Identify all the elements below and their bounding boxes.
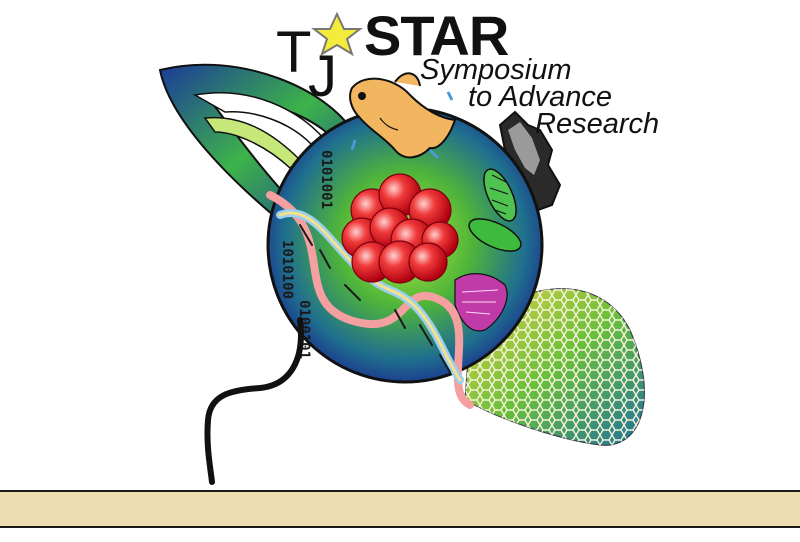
logo-letter-j: J bbox=[308, 44, 337, 109]
tagline-line-2: to Advance bbox=[468, 81, 613, 113]
bottom-bar bbox=[0, 490, 800, 528]
golgi-icon bbox=[454, 273, 508, 332]
fish-icon bbox=[349, 72, 457, 160]
atom-nucleus-icon bbox=[341, 173, 459, 284]
logo-star-word: STAR bbox=[364, 4, 509, 67]
dna-helix bbox=[266, 191, 474, 409]
mitochondrion-icon bbox=[483, 168, 517, 222]
tagline-line-3: Research bbox=[535, 108, 660, 140]
green-cell-icon bbox=[468, 218, 522, 252]
svg-text:0101001: 0101001 bbox=[318, 150, 334, 209]
cable bbox=[204, 317, 304, 485]
planet-ring bbox=[158, 63, 357, 227]
star-icon bbox=[311, 11, 363, 57]
tagline-line-1: Symposium bbox=[420, 54, 572, 86]
logo-letter-t: T bbox=[276, 20, 312, 85]
svg-text:1010100: 1010100 bbox=[279, 240, 295, 299]
